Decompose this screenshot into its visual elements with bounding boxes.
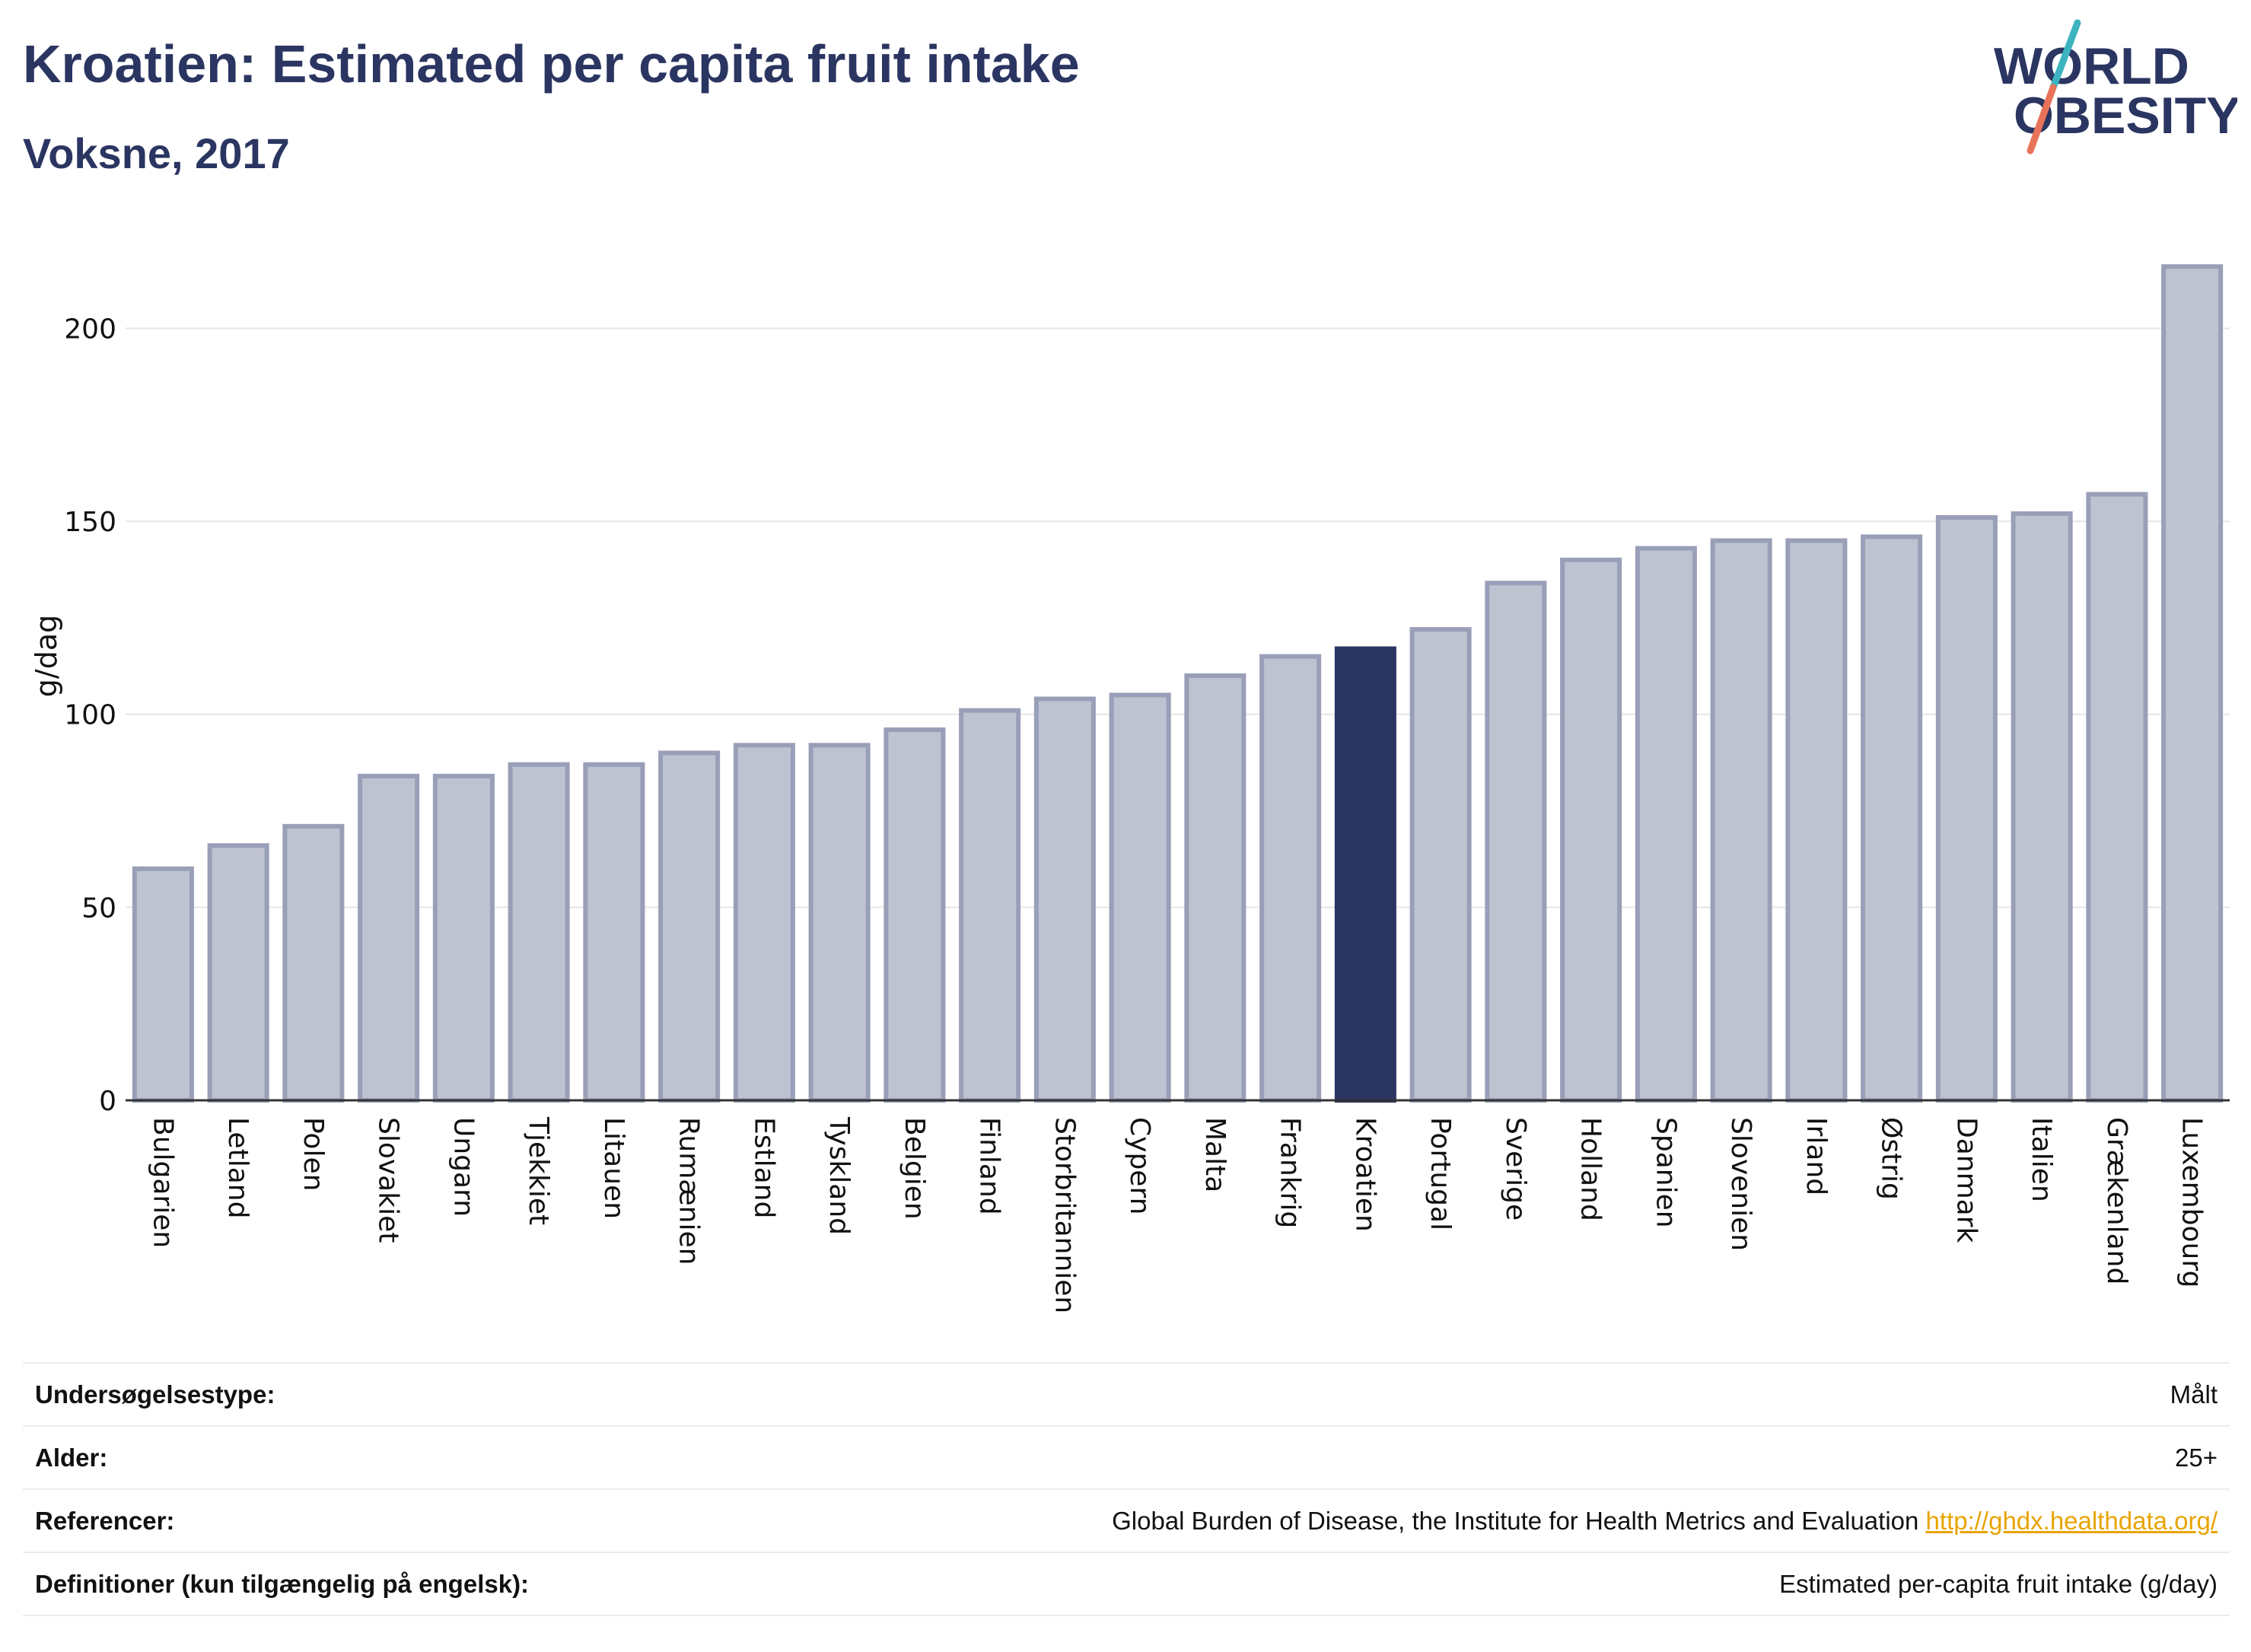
x-tick-label: Italien: [2026, 1117, 2057, 1202]
bar-kroatien[interactable]: [1334, 646, 1396, 1103]
bar-letland[interactable]: [207, 843, 269, 1103]
bar-storbritannien[interactable]: [1033, 696, 1096, 1103]
info-row-age: Alder: 25+: [23, 1426, 2230, 1489]
y-tick-label: 0: [99, 1086, 116, 1117]
y-tick-label: 150: [64, 507, 116, 538]
info-row-definitions: Definitioner (kun tilgængelig på engelsk…: [23, 1552, 2230, 1615]
bar-italien[interactable]: [2011, 511, 2073, 1103]
y-tick-labels: 0 50 100 150 200: [64, 314, 116, 1117]
info-key: Undersøgelsestype:: [35, 1380, 275, 1408]
x-tick-label: Malta: [1199, 1117, 1231, 1192]
x-tick-labels: Bulgarien Letland Polen Slovakiet Ungarn Tjek…: [147, 1116, 2207, 1313]
info-value-cell: Global Burden of Disease, the Institute …: [717, 1489, 2230, 1552]
info-row-survey-type: Undersøgelsestype: Målt: [23, 1363, 2230, 1426]
x-tick-label: Danmark: [1950, 1117, 1982, 1243]
info-key: Definitioner (kun tilgængelig på engelsk…: [35, 1569, 530, 1598]
info-row-references: Referencer: Global Burden of Disease, th…: [23, 1489, 2230, 1552]
x-tick-label: Cypern: [1124, 1117, 1155, 1214]
info-value: Målt: [2170, 1380, 2218, 1408]
x-tick-label: Estland: [748, 1117, 779, 1218]
chart-subtitle: Voksne, 2017: [23, 129, 290, 177]
bar-belgien[interactable]: [884, 727, 946, 1103]
bar-ungarn[interactable]: [432, 773, 495, 1103]
x-tick-label: Bulgarien: [147, 1117, 178, 1248]
x-tick-label: Polen: [298, 1117, 329, 1191]
bar-chart: 0 50 100 150 200 Bulgarien Letland Polen Slovak…: [30, 264, 2230, 1313]
info-key: Alder:: [35, 1443, 108, 1472]
bar-finland[interactable]: [959, 708, 1021, 1103]
bar-estland[interactable]: [733, 743, 795, 1103]
bar-portugal[interactable]: [1409, 627, 1472, 1103]
bar-bulgarien[interactable]: [132, 866, 194, 1103]
bar-slovakiet[interactable]: [358, 773, 420, 1103]
x-tick-label: Kroatien: [1349, 1117, 1380, 1232]
x-tick-label: Grækenland: [2101, 1117, 2132, 1284]
bar-rumænien[interactable]: [658, 750, 721, 1103]
x-tick-label: Litauen: [598, 1117, 629, 1219]
bar-polen[interactable]: [282, 823, 345, 1103]
info-table: Undersøgelsestype: Målt Alder: 25+ Refer…: [23, 1362, 2230, 1616]
x-tick-label: Holland: [1575, 1117, 1606, 1221]
logo-word-world: WORLD: [1994, 37, 2189, 95]
x-tick-label: Finland: [974, 1117, 1005, 1215]
x-tick-label: Østrig: [1876, 1117, 1907, 1200]
x-tick-label: Belgien: [899, 1117, 930, 1220]
bars: [126, 264, 2230, 1103]
bar-cypern[interactable]: [1109, 692, 1171, 1103]
bar-grækenland[interactable]: [2086, 492, 2148, 1103]
x-tick-label: Ungarn: [447, 1117, 479, 1217]
bar-sverige[interactable]: [1485, 581, 1547, 1103]
y-tick-label: 200: [64, 314, 116, 345]
x-tick-label: Rumænien: [673, 1117, 705, 1265]
bar-holland[interactable]: [1560, 557, 1622, 1103]
info-key: Referencer:: [35, 1506, 175, 1535]
info-value: Estimated per-capita fruit intake (g/day…: [1779, 1569, 2218, 1598]
world-obesity-logo: WORLD OBESITY: [1994, 19, 2237, 154]
x-tick-label: Frankrig: [1275, 1117, 1306, 1228]
info-value: 25+: [2175, 1443, 2218, 1472]
x-tick-label: Spanien: [1650, 1117, 1681, 1228]
bar-danmark[interactable]: [1935, 515, 1998, 1103]
x-tick-label: Letland: [222, 1117, 253, 1218]
bar-slovenien[interactable]: [1710, 538, 1772, 1103]
x-tick-label: Irland: [1800, 1117, 1832, 1195]
x-tick-label: Slovenien: [1725, 1117, 1756, 1251]
x-tick-label: Luxembourg: [2176, 1117, 2208, 1288]
x-tick-label: Slovakiet: [373, 1117, 404, 1243]
bar-tjekkiet[interactable]: [508, 762, 570, 1103]
bar-spanien[interactable]: [1635, 546, 1697, 1103]
bar-malta[interactable]: [1184, 673, 1246, 1103]
bar-litauen[interactable]: [583, 762, 645, 1103]
x-tick-label: Tjekkiet: [523, 1116, 554, 1225]
y-tick-label: 50: [81, 893, 116, 924]
y-tick-label: 100: [64, 700, 116, 731]
bar-østrig[interactable]: [1861, 534, 1923, 1103]
bar-tyskland[interactable]: [808, 743, 871, 1103]
bar-irland[interactable]: [1785, 538, 1848, 1103]
x-tick-label: Tyskland: [823, 1116, 855, 1235]
chart-title: Kroatien: Estimated per capita fruit int…: [23, 34, 1080, 94]
reference-link[interactable]: http://ghdx.healthdata.org/: [1925, 1506, 2218, 1535]
bar-frankrig[interactable]: [1259, 654, 1322, 1103]
x-tick-label: Portugal: [1425, 1117, 1456, 1230]
x-tick-label: Storbritannien: [1049, 1117, 1080, 1313]
x-tick-label: Sverige: [1500, 1117, 1531, 1221]
logo-slash-top: [2049, 19, 2081, 91]
bar-luxembourg[interactable]: [2161, 264, 2224, 1103]
y-axis-label: g/dag: [30, 615, 63, 697]
info-value: Global Burden of Disease, the Institute …: [1112, 1506, 1919, 1535]
logo-slash-bottom: [2027, 84, 2057, 154]
